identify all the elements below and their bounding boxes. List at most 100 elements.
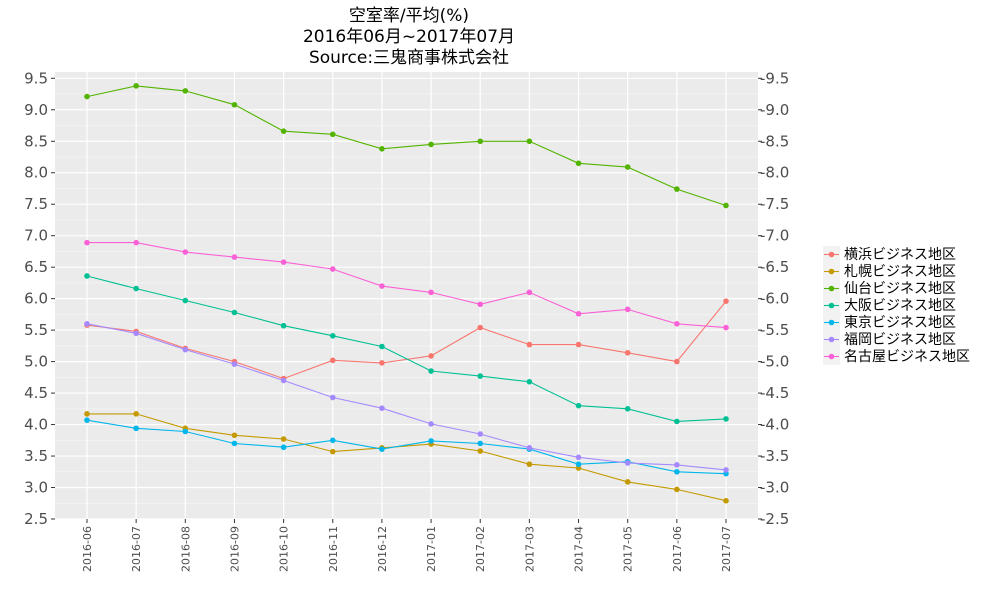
data-point — [428, 353, 434, 359]
data-point — [575, 310, 582, 317]
data-point — [379, 146, 385, 152]
axes: 2.5 3.0 3.5 4.0 4.5 5.0 5.5 6.0 6.5 7.0 7.5 8.0 8.5 9… — [24, 69, 789, 572]
legend-key-point — [828, 336, 835, 343]
legend-item: 福岡ビジネス地区 — [823, 331, 956, 348]
y-tick-label: 3.5 — [24, 447, 48, 465]
y-tick-label: 3.0 — [24, 479, 48, 497]
data-point — [723, 497, 729, 504]
data-point — [624, 164, 631, 170]
data-point — [133, 330, 139, 337]
y-right-tick-label: -4.0 — [760, 416, 789, 434]
data-point — [182, 346, 189, 353]
y-right-tick-label: -5.5 — [760, 321, 789, 339]
x-tick-label: 2017-04 — [573, 526, 586, 572]
legend-key-point — [828, 251, 835, 258]
series-4 — [84, 273, 729, 425]
data-point — [280, 128, 287, 134]
data-point — [379, 343, 385, 350]
x-tick-label: 2017-02 — [474, 526, 487, 572]
series-line — [86, 300, 727, 380]
series-layer — [84, 83, 729, 504]
data-point — [329, 394, 336, 401]
data-point — [329, 448, 336, 455]
data-point — [624, 460, 631, 466]
data-point — [575, 402, 582, 409]
legend-key-point — [828, 302, 835, 309]
x-tick-label: 2016-09 — [228, 526, 241, 572]
data-point — [329, 266, 336, 272]
y-tick-label: 5.5 — [24, 321, 48, 339]
data-point — [379, 360, 385, 366]
legend-key-point — [828, 319, 835, 326]
y-tick-label: 6.5 — [24, 258, 48, 276]
data-point — [280, 436, 287, 442]
legend-item: 仙台ビジネス地区 — [823, 280, 956, 297]
data-point — [477, 431, 484, 437]
x-tick-label: 2016-06 — [81, 526, 94, 572]
data-point — [477, 138, 484, 145]
y-right-tick-label: -6.5 — [760, 258, 789, 276]
y-right-tick-label: -4.5 — [760, 384, 789, 402]
legend-item: 大阪ビジネス地区 — [823, 297, 956, 314]
series-line — [87, 242, 727, 329]
data-point — [428, 368, 434, 374]
x-tick-label: 2017-03 — [523, 526, 536, 572]
data-point — [133, 83, 139, 89]
data-point — [182, 297, 189, 304]
data-point — [575, 160, 582, 167]
data-point — [624, 406, 631, 412]
data-point — [477, 440, 484, 447]
series-line — [86, 275, 727, 422]
data-point — [329, 357, 336, 364]
y-tick-label: 8.5 — [24, 132, 48, 150]
y-right-tick-label: -7.5 — [760, 195, 789, 213]
legend-item: 札幌ビジネス地区 — [823, 263, 956, 280]
data-point — [526, 138, 533, 145]
data-point — [84, 417, 90, 423]
data-point — [624, 306, 631, 313]
legend-label: 仙台ビジネス地区 — [844, 281, 956, 297]
y-right-tick-label: -2.5 — [760, 510, 789, 528]
y-tick-label: 6.0 — [24, 290, 48, 308]
data-point — [428, 438, 434, 444]
x-tick-label: 2016-08 — [179, 526, 192, 572]
series-line — [86, 85, 727, 207]
y-tick-label: 4.0 — [24, 416, 48, 434]
data-point — [477, 448, 484, 454]
data-point — [379, 405, 385, 411]
data-point — [84, 93, 90, 100]
legend: 横浜ビジネス地区札幌ビジネス地区仙台ビジネス地区大阪ビジネス地区東京ビジネス地区… — [823, 246, 970, 365]
series-7 — [84, 239, 729, 331]
y-right-tick-label: -8.0 — [760, 164, 789, 182]
data-point — [84, 411, 90, 417]
data-point — [84, 273, 90, 279]
data-point — [428, 141, 434, 148]
y-tick-label: 4.5 — [24, 384, 48, 402]
title-line-2: 2016年06月~2017年07月 — [303, 27, 515, 47]
y-tick-label: 7.0 — [24, 227, 48, 245]
plot-panel — [55, 72, 758, 519]
y-right-tick-label: -3.0 — [760, 479, 789, 497]
legend-label: 東京ビジネス地区 — [844, 315, 956, 331]
y-right-tick-label: -7.0 — [760, 227, 789, 245]
data-point — [526, 461, 533, 468]
series-6 — [84, 321, 729, 473]
data-point — [329, 437, 336, 444]
legend-key-point — [828, 353, 835, 360]
data-point — [674, 418, 680, 425]
data-point — [723, 298, 729, 304]
chart-title: 空室率/平均(%) 2016年06月~2017年07月 Source:三鬼商事株… — [303, 6, 515, 68]
title-line-3: Source:三鬼商事株式会社 — [309, 48, 509, 68]
legend-label: 名古屋ビジネス地区 — [844, 349, 970, 365]
data-point — [526, 378, 533, 385]
data-point — [674, 462, 680, 468]
data-point — [526, 341, 533, 348]
x-tick-label: 2017-01 — [425, 526, 438, 572]
data-point — [723, 324, 729, 331]
y-tick-label: 5.0 — [24, 353, 48, 371]
data-point — [329, 131, 336, 138]
data-point — [624, 479, 631, 485]
data-point — [624, 349, 631, 356]
data-point — [231, 309, 238, 316]
